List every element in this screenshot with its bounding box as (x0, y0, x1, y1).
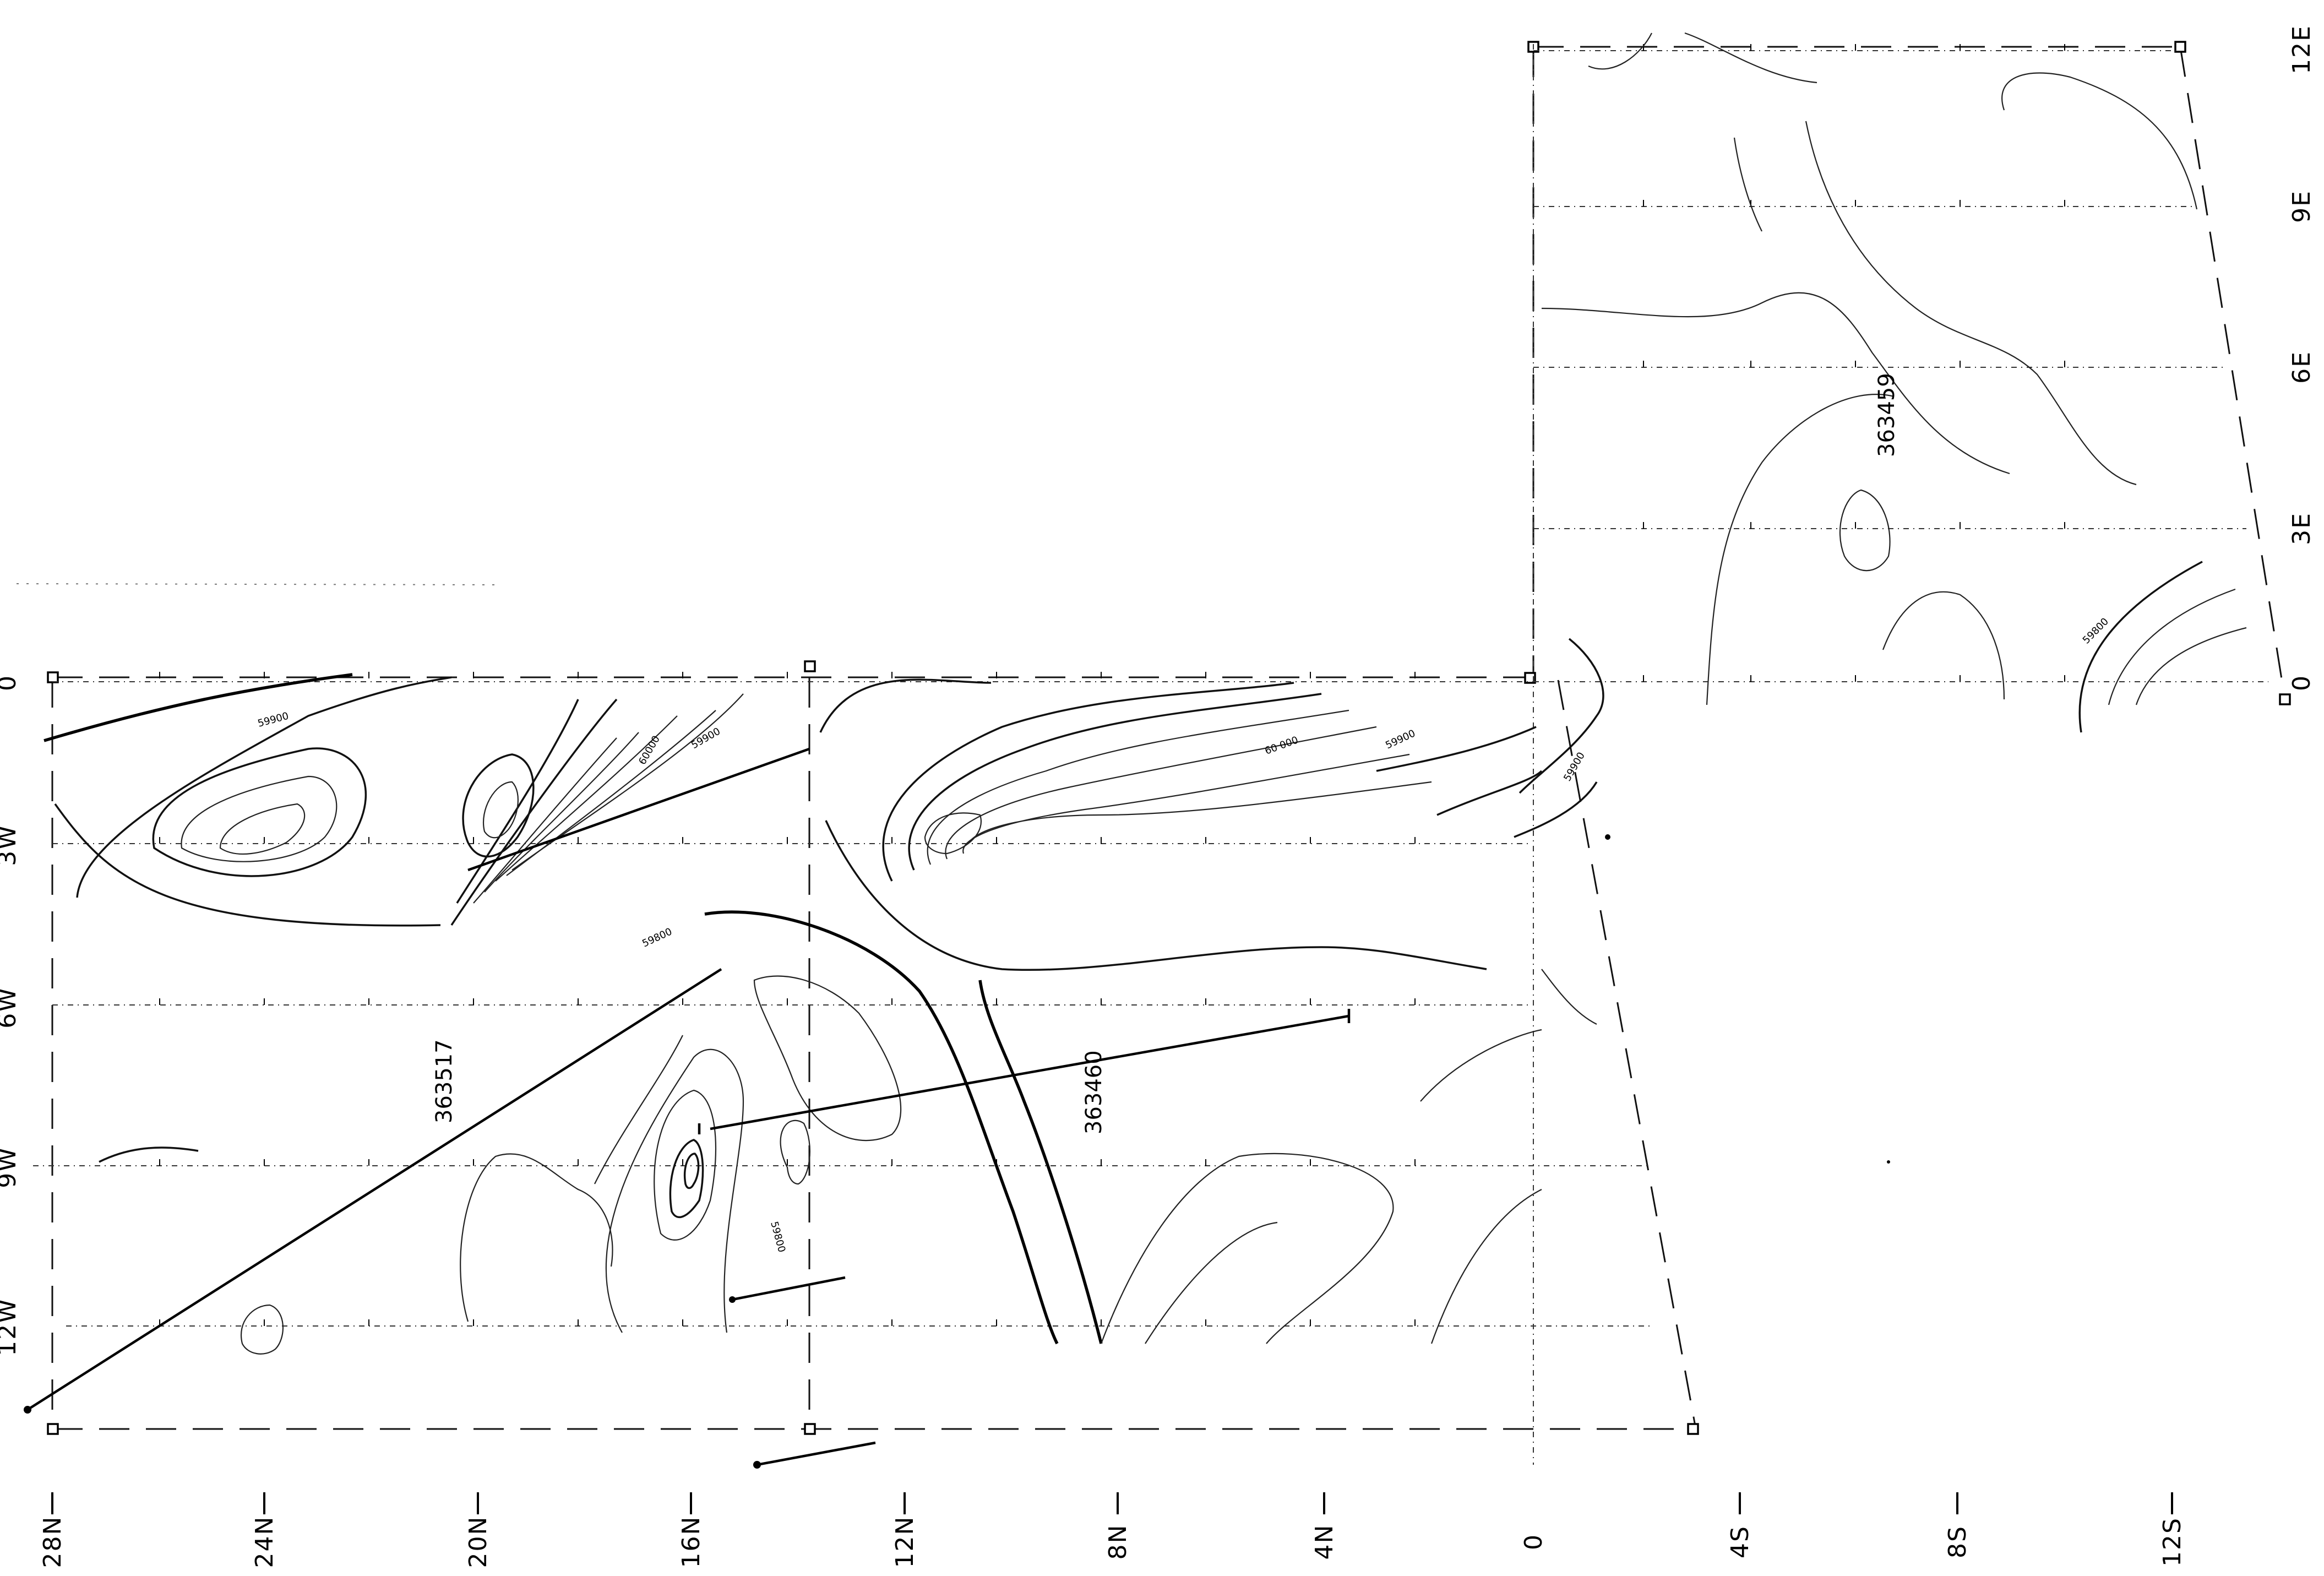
west-axis: 12W 9W 6W 3W 0 (0, 675, 21, 1356)
flight-lines (33, 44, 2268, 1465)
contour-label-60000: 60000 (636, 733, 662, 767)
profile-label-363459: 363459 (1874, 373, 1900, 457)
axis-label-9E: 9E (2288, 190, 2316, 223)
east-axis: 0 3E 6E 9E 12E (2288, 25, 2316, 691)
axis-label-16N: 16N (677, 1516, 705, 1568)
contour-label-59900: 59900 (257, 710, 290, 730)
contour-label-59800-b: 59800 (768, 1220, 787, 1254)
axis-label-3E: 3E (2288, 512, 2316, 545)
profile-label-363517: 363517 (432, 1039, 457, 1123)
axis-label-12W: 12W (0, 1298, 21, 1356)
survey-block-west (51, 676, 1696, 1430)
axis-label-8S: 8S (1944, 1525, 1972, 1558)
contour-value-labels: 59900 60000 59900 59800 60 000 59900 599… (257, 616, 2111, 1253)
contours-west-central (704, 678, 1543, 1345)
axis-label-9W: 9W (0, 1146, 21, 1188)
survey-block-east (1532, 46, 2286, 1430)
contours-east (1541, 32, 2247, 733)
contours-origin (1514, 638, 1604, 1025)
contour-label-59900-d: 59900 (1561, 750, 1587, 783)
axis-label-0-west: 0 (0, 675, 21, 691)
stray-marks (16, 583, 1890, 1164)
contour-label-59800: 59800 (640, 926, 674, 949)
axis-label-20N: 20N (464, 1516, 492, 1568)
axis-label-8N: 8N (1104, 1524, 1132, 1560)
axis-label-12S: 12S (2158, 1517, 2186, 1567)
profile-labels: 363517 363460 363459 (432, 373, 1900, 1134)
axis-label-24N: 24N (251, 1516, 279, 1568)
contours-west-lower (99, 975, 1542, 1355)
axis-label-0-ns: 0 (1520, 1534, 1548, 1550)
axis-label-28N: 28N (39, 1516, 67, 1568)
axis-label-12N: 12N (891, 1516, 919, 1568)
contours-west-upper (43, 673, 744, 927)
corner-markers (47, 41, 2291, 1435)
contour-label-59800-c: 59800 (2081, 616, 2111, 646)
contour-label-60000-b: 60 000 (1264, 734, 1300, 757)
axis-label-0-east: 0 (2288, 675, 2316, 691)
profile-label-363460: 363460 (1081, 1050, 1107, 1134)
axis-label-12E: 12E (2288, 25, 2316, 74)
axis-label-4S: 4S (1726, 1525, 1754, 1558)
axis-label-6W: 6W (0, 987, 21, 1029)
axis-label-6E: 6E (2288, 351, 2316, 384)
axis-label-4N: 4N (1310, 1524, 1338, 1560)
contour-label-59900-c: 59900 (1384, 727, 1417, 751)
reading-ticks (159, 44, 2065, 1326)
profile-lines (24, 747, 1351, 1469)
north-south-axis: 28N 24N 20N 16N 12N 8N 4N 0 4S 8S 12S (39, 1492, 2186, 1568)
axis-label-3W: 3W (0, 824, 21, 866)
